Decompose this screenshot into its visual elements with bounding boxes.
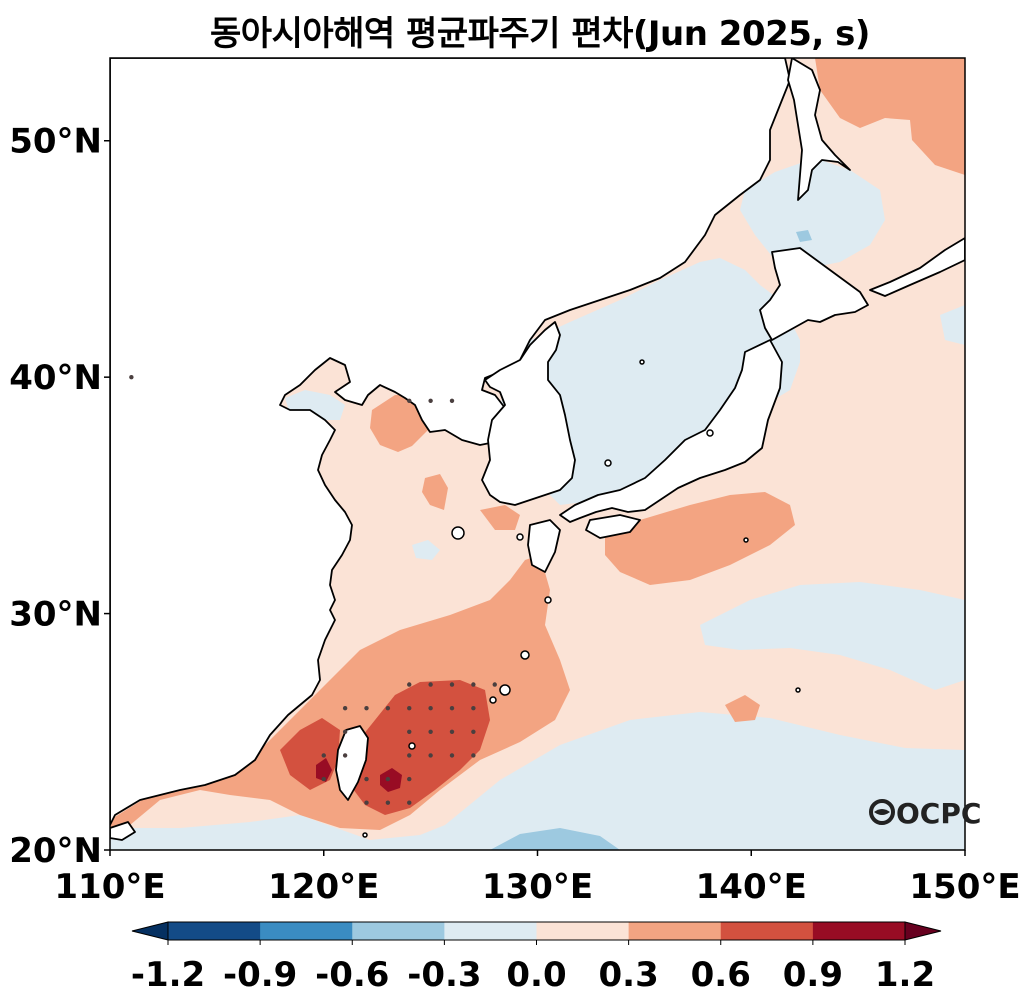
anomaly-negative-east-china-sea [412, 540, 440, 560]
colorbar-tick-label: 0.9 [783, 955, 843, 995]
land-continent [110, 58, 791, 826]
significance-dot [449, 705, 455, 711]
colorbar-tick-label: 0.0 [506, 955, 566, 995]
anomaly-very-strong-positive-a [380, 768, 402, 792]
significance-dot [407, 776, 412, 782]
land-honshu [559, 339, 783, 523]
significance-dot [407, 729, 412, 734]
significance-dot [342, 705, 348, 711]
significance-dot [492, 682, 497, 687]
y-tick-label: 50°N [9, 122, 102, 162]
x-tick-label: 150°E [909, 867, 1020, 907]
colorbar-tick-label: -1.2 [131, 955, 205, 995]
significance-dot [129, 374, 134, 380]
significance-dot [471, 682, 476, 687]
significance-dots [129, 374, 497, 805]
land-sakhalin [787, 58, 851, 201]
anomaly-positive-korea-strait [480, 505, 520, 530]
ocpc-logo: OCPC [869, 797, 981, 830]
colorbar-tick-label: -0.9 [223, 955, 297, 995]
small-islands [362, 359, 801, 838]
significance-dot [471, 705, 476, 711]
anomaly-negative-japan-sea [500, 258, 800, 505]
significance-dot [407, 682, 412, 687]
colorbar-segment [628, 922, 722, 940]
colorbar-segment [168, 922, 261, 940]
significance-dot [407, 753, 412, 758]
anomaly-very-strong-positive-b [316, 758, 332, 782]
x-tick-label: 110°E [54, 867, 165, 907]
ocpc-logo-mark [869, 799, 895, 825]
significance-dot [428, 398, 433, 404]
colorbar-tick-label: 0.3 [599, 955, 659, 995]
significance-dot [449, 398, 455, 404]
anomaly-negative-east-edge [940, 305, 965, 345]
land-kamchatka-kurils [869, 237, 965, 297]
colorbar-segment [536, 922, 630, 940]
anomaly-moderate-negative-sakhalin [796, 230, 812, 242]
colorbar-over-arrow [904, 921, 942, 941]
colorbar-segment [720, 922, 814, 940]
significance-dot [407, 705, 412, 711]
significance-dot [385, 705, 391, 711]
colorbar-segment [352, 922, 445, 940]
anomaly-positive-northeast [815, 58, 965, 175]
colorbar-segment [260, 922, 353, 940]
anomaly-negative-south [110, 712, 965, 850]
colorbar-tick-label: -0.3 [407, 955, 481, 995]
significance-dot [364, 800, 369, 805]
colorbar-segment [444, 922, 537, 940]
y-axis-ticks: 20°N 30°N 40°N 50°N [9, 122, 110, 871]
ocpc-logo-wave [874, 809, 890, 815]
significance-dot [385, 776, 391, 782]
anomaly-positive-pacific-spot [725, 695, 760, 722]
x-axis-ticks: 110°E 120°E 130°E 140°E 150°E [54, 850, 1021, 907]
significance-dot [321, 753, 326, 758]
significance-dot [428, 753, 433, 758]
map-title: 동아시아해역 평균파주기 편차(Jun 2025, s) [210, 14, 870, 54]
colorbar-tick-label: 0.6 [691, 955, 751, 995]
significance-dot [449, 682, 455, 687]
significance-dot [385, 800, 391, 805]
y-tick-label: 20°N [9, 831, 102, 871]
y-tick-label: 30°N [9, 595, 102, 635]
significance-dot [364, 705, 369, 711]
anomaly-positive-yellow-sea-small [422, 474, 448, 510]
land-hokkaido [759, 247, 869, 341]
significance-dot [449, 729, 455, 734]
land-korea [481, 321, 576, 506]
significance-dot [471, 729, 476, 734]
significance-dot [342, 729, 348, 734]
colorbar-tick-label: -0.6 [315, 955, 389, 995]
colorbar-under-arrow [131, 921, 169, 941]
significance-dot [342, 753, 348, 758]
anomaly-moderate-negative-south [490, 828, 620, 850]
land-hainan-tip [110, 821, 136, 841]
significance-dot [407, 398, 412, 404]
significance-dot [364, 776, 369, 782]
anomaly-negative-okhotsk [740, 158, 885, 270]
significance-dot [407, 800, 412, 805]
y-tick-label: 40°N [9, 358, 102, 398]
colorbar: -1.2 -0.9 -0.6 -0.3 0.0 0.3 0.6 0.9 1.2 [131, 921, 942, 995]
x-tick-label: 130°E [482, 867, 593, 907]
land-taiwan [335, 725, 369, 801]
ocpc-logo-text: OCPC [896, 797, 981, 830]
land-shikoku [585, 514, 641, 539]
colorbar-tick-label: 1.2 [875, 955, 935, 995]
x-tick-label: 140°E [696, 867, 807, 907]
colorbar-segment [812, 922, 906, 940]
land-masses [110, 58, 965, 841]
significance-dot [321, 776, 326, 782]
significance-dot [449, 753, 455, 758]
significance-dot [428, 729, 433, 734]
significance-dot [428, 705, 433, 711]
anomaly-positive-south-japan [605, 492, 795, 585]
significance-dot [471, 753, 476, 758]
significance-dot [428, 682, 433, 687]
anomaly-negative-pacific-east [700, 582, 965, 690]
x-tick-label: 120°E [268, 867, 379, 907]
land-kyushu [527, 519, 561, 573]
